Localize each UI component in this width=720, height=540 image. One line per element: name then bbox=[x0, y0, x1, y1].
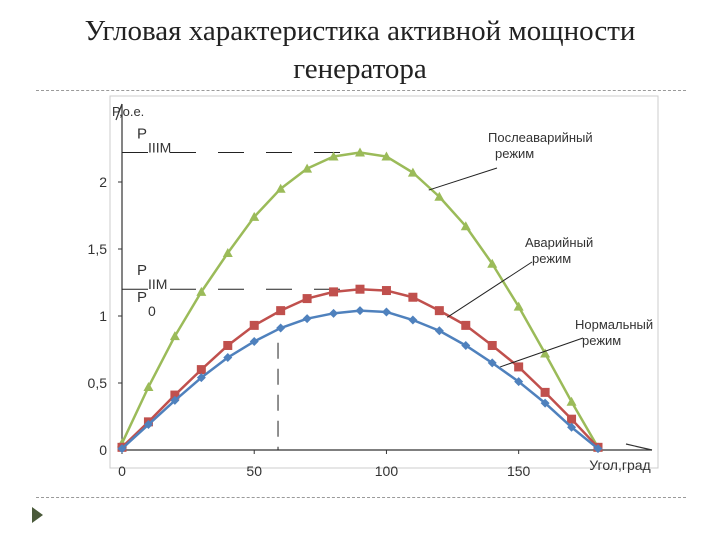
plot-frame bbox=[109, 95, 659, 469]
data-point bbox=[593, 444, 603, 454]
data-point bbox=[434, 191, 445, 201]
data-point bbox=[487, 258, 498, 268]
data-point bbox=[223, 340, 233, 350]
data-point bbox=[329, 308, 339, 318]
data-point bbox=[381, 286, 391, 296]
data-point bbox=[381, 151, 392, 161]
data-point bbox=[381, 307, 391, 317]
data-point bbox=[223, 353, 233, 363]
y-axis-arrow bbox=[115, 103, 123, 121]
data-point bbox=[276, 323, 286, 333]
title-line-2: генератора bbox=[293, 53, 427, 85]
level-label-main: P bbox=[137, 126, 147, 143]
data-point bbox=[461, 340, 471, 350]
y-tick-label: 2 bbox=[99, 174, 107, 190]
level-label: P0 bbox=[137, 289, 156, 319]
annotation-leader bbox=[499, 337, 584, 368]
y-axis-label: P,o.e. bbox=[112, 104, 144, 119]
series-group bbox=[117, 147, 603, 454]
x-axis-arrow bbox=[625, 443, 653, 451]
data-point bbox=[461, 320, 471, 330]
data-point bbox=[567, 422, 577, 432]
y-tick-label: 1,5 bbox=[88, 241, 108, 257]
data-point bbox=[408, 315, 418, 325]
series-line bbox=[120, 151, 600, 448]
axes: 0 0,5 1 1,5 2 0 50 100 150 P,o.e. Угол,град bbox=[88, 103, 653, 479]
level-label-sub: 0 bbox=[148, 303, 156, 319]
series bbox=[117, 306, 603, 454]
bullet-arrow-icon bbox=[32, 507, 43, 523]
top-divider bbox=[36, 90, 686, 91]
data-point bbox=[196, 365, 206, 375]
data-point bbox=[408, 292, 418, 302]
annotation-leader bbox=[446, 261, 533, 318]
annotation-text-line2: режим bbox=[495, 146, 534, 161]
data-point bbox=[540, 387, 550, 397]
series bbox=[117, 147, 603, 452]
data-point bbox=[302, 163, 313, 173]
data-point bbox=[513, 301, 524, 311]
annotation-text-line1: Аварийный bbox=[525, 235, 593, 250]
level-label-main: P bbox=[137, 262, 147, 279]
annotations: ПослеаварийныйрежимАварийныйрежимНормаль… bbox=[428, 130, 653, 368]
data-point bbox=[487, 340, 497, 350]
data-point bbox=[302, 294, 312, 304]
data-point bbox=[222, 248, 233, 258]
annotation-text-line1: Послеаварийный bbox=[488, 130, 593, 145]
data-point bbox=[407, 167, 418, 177]
level-label: PIIM bbox=[137, 262, 167, 292]
data-point bbox=[170, 395, 180, 405]
data-point bbox=[196, 286, 207, 296]
slide-title: Угловая характеристика активной мощности… bbox=[0, 12, 720, 88]
bottom-divider bbox=[36, 497, 686, 498]
data-point bbox=[567, 414, 577, 424]
x-tick-label: 150 bbox=[507, 463, 531, 479]
data-point bbox=[117, 444, 127, 454]
data-point bbox=[487, 358, 497, 368]
x-tick-label: 0 bbox=[118, 463, 126, 479]
level-label: PIIIM bbox=[137, 126, 171, 156]
level-label-sub: IIM bbox=[148, 276, 167, 292]
series-line bbox=[121, 309, 599, 450]
data-point bbox=[355, 147, 365, 157]
annotation-text-line1: Нормальный bbox=[575, 317, 653, 332]
data-point bbox=[143, 382, 154, 392]
data-point bbox=[460, 221, 471, 231]
data-point bbox=[249, 211, 260, 221]
annotation-text-line2: режим bbox=[532, 251, 571, 266]
level-label-main: P bbox=[137, 289, 147, 306]
data-point bbox=[329, 287, 339, 297]
y-tick-label: 1 bbox=[99, 308, 107, 324]
annotation-leader bbox=[428, 167, 498, 191]
data-point bbox=[196, 373, 206, 383]
data-point bbox=[434, 306, 444, 316]
data-point bbox=[514, 377, 524, 387]
x-axis-label: Угол,град bbox=[589, 457, 650, 473]
data-point bbox=[434, 326, 444, 336]
x-tick-label: 100 bbox=[375, 463, 399, 479]
data-point bbox=[170, 390, 180, 400]
data-point bbox=[302, 314, 312, 324]
y-tick-label: 0 bbox=[99, 442, 107, 458]
data-point bbox=[169, 331, 180, 341]
data-point bbox=[275, 183, 286, 193]
y-tick-label: 0,5 bbox=[88, 375, 108, 391]
data-point bbox=[249, 320, 259, 330]
data-point bbox=[249, 336, 259, 346]
annotation-text-line2: режим bbox=[582, 333, 621, 348]
data-point bbox=[355, 284, 365, 294]
level-label-sub: IIIM bbox=[148, 140, 171, 156]
data-point bbox=[328, 151, 339, 161]
data-point bbox=[276, 306, 286, 316]
x-tick-label: 50 bbox=[246, 463, 262, 479]
data-point bbox=[540, 398, 550, 408]
title-line-1: Угловая характеристика активной мощности bbox=[84, 15, 636, 47]
data-point bbox=[566, 396, 577, 406]
data-point bbox=[514, 362, 524, 372]
data-point bbox=[143, 420, 153, 430]
data-point bbox=[540, 348, 551, 358]
data-point bbox=[355, 306, 365, 316]
